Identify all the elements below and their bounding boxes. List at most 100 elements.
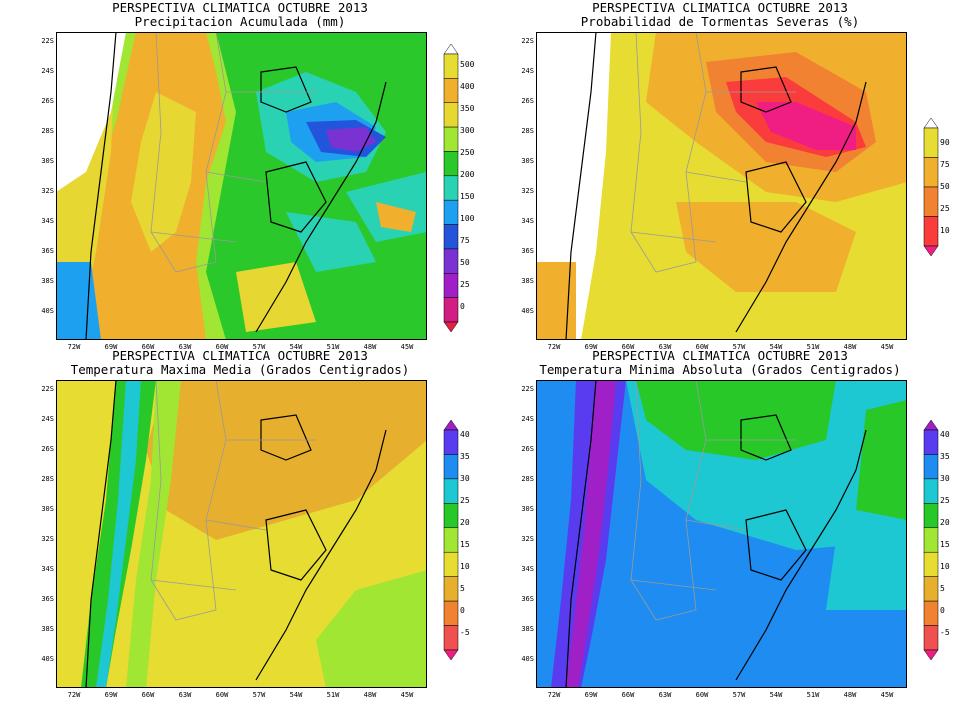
colorbar-step bbox=[923, 157, 939, 188]
colorbar-step bbox=[923, 127, 939, 158]
lon-label: 72W bbox=[67, 343, 81, 351]
legend-label: -5 bbox=[940, 628, 950, 637]
lat-label: 36S bbox=[521, 595, 534, 603]
lat-label: 24S bbox=[521, 415, 534, 423]
lat-label: 38S bbox=[41, 277, 54, 285]
lat-label: 24S bbox=[521, 67, 534, 75]
lat-label: 28S bbox=[41, 475, 54, 483]
legend-label: 35 bbox=[460, 452, 470, 461]
panel-max-temperature: PERSPECTIVA CLIMATICA OCTUBRE 2013 Tempe… bbox=[0, 348, 480, 708]
colorbar-step bbox=[923, 649, 939, 660]
lat-label: 28S bbox=[41, 127, 54, 135]
colorbar-steps bbox=[443, 420, 459, 660]
lat-label: 38S bbox=[521, 277, 534, 285]
lat-label: 36S bbox=[41, 247, 54, 255]
colorbar-step bbox=[443, 199, 459, 225]
colorbar-step bbox=[443, 420, 459, 431]
lon-label: 72W bbox=[67, 691, 81, 699]
colorbar-step bbox=[923, 625, 939, 651]
legend-label: 150 bbox=[460, 192, 475, 201]
legend-label: 25 bbox=[460, 496, 470, 505]
colorbar-step bbox=[443, 478, 459, 504]
colorbar-step bbox=[923, 527, 939, 553]
lon-label: 54W bbox=[769, 343, 783, 351]
lat-label: 22S bbox=[521, 37, 534, 45]
lat-label: 36S bbox=[41, 595, 54, 603]
lon-label: 54W bbox=[769, 691, 783, 699]
lon-label: 54W bbox=[289, 691, 303, 699]
lon-label: 51W bbox=[326, 691, 340, 699]
lat-label: 28S bbox=[521, 127, 534, 135]
legend-label: 100 bbox=[460, 214, 475, 223]
colorbar-step bbox=[923, 118, 939, 129]
legend-label: 5 bbox=[940, 584, 945, 593]
lon-label: 66W bbox=[141, 691, 155, 699]
lon-label: 60W bbox=[215, 343, 229, 351]
lat-label: 32S bbox=[521, 535, 534, 543]
lon-label: 48W bbox=[363, 343, 377, 351]
legend-label: 15 bbox=[940, 540, 950, 549]
colorbar-step bbox=[923, 600, 939, 626]
lon-label: 51W bbox=[806, 691, 820, 699]
colorbar-step bbox=[923, 186, 939, 217]
map-storm-probability bbox=[536, 32, 907, 340]
legend-label: -5 bbox=[460, 628, 470, 637]
lat-label: 24S bbox=[41, 67, 54, 75]
lat-label: 26S bbox=[41, 445, 54, 453]
colorbar-step bbox=[923, 420, 939, 431]
colorbar-step bbox=[443, 503, 459, 529]
lat-label: 40S bbox=[41, 655, 54, 663]
legend-label: 30 bbox=[940, 474, 950, 483]
colorbar-step bbox=[923, 245, 939, 256]
lat-label: 22S bbox=[521, 385, 534, 393]
lon-label: 69W bbox=[584, 691, 598, 699]
lon-label: 57W bbox=[252, 343, 266, 351]
colorbar-step bbox=[443, 248, 459, 274]
legend-label: 0 bbox=[460, 302, 465, 311]
colorbar-step bbox=[923, 429, 939, 455]
legend-label: 40 bbox=[460, 430, 470, 439]
lat-label: 30S bbox=[521, 157, 534, 165]
lon-label: 66W bbox=[621, 343, 635, 351]
lat-label: 32S bbox=[521, 187, 534, 195]
lat-label: 22S bbox=[41, 385, 54, 393]
lon-label: 57W bbox=[732, 691, 746, 699]
lon-label: 48W bbox=[843, 691, 857, 699]
lat-label: 38S bbox=[521, 625, 534, 633]
lat-label: 34S bbox=[41, 217, 54, 225]
colorbar-step bbox=[443, 53, 459, 79]
lon-label: 60W bbox=[695, 691, 709, 699]
colorbar-step bbox=[443, 44, 459, 55]
legend-label: 350 bbox=[460, 104, 475, 113]
lon-label: 66W bbox=[621, 691, 635, 699]
lon-label: 45W bbox=[400, 691, 414, 699]
lon-label: 72W bbox=[547, 691, 561, 699]
lat-label: 38S bbox=[41, 625, 54, 633]
colorbar-step bbox=[923, 216, 939, 247]
legend-label: 300 bbox=[460, 126, 475, 135]
legend-label: 5 bbox=[460, 584, 465, 593]
legend-label: 10 bbox=[940, 226, 950, 235]
lat-label: 30S bbox=[521, 505, 534, 513]
colorbar-max-temperature bbox=[443, 420, 459, 660]
colorbar-step bbox=[443, 78, 459, 103]
colorbar-step bbox=[923, 503, 939, 529]
colorbar-steps bbox=[443, 44, 459, 332]
lon-label: 45W bbox=[880, 691, 894, 699]
lat-label: 26S bbox=[521, 97, 534, 105]
lon-label: 60W bbox=[215, 691, 229, 699]
colorbar-step bbox=[443, 429, 459, 455]
lon-label: 63W bbox=[658, 691, 672, 699]
lon-label: 63W bbox=[178, 691, 192, 699]
legend-label: 30 bbox=[460, 474, 470, 483]
map-min-temperature bbox=[536, 380, 907, 688]
colorbar-step bbox=[443, 297, 459, 323]
lon-label: 69W bbox=[584, 343, 598, 351]
lat-label: 40S bbox=[521, 307, 534, 315]
legend-label: 25 bbox=[940, 496, 950, 505]
lat-label: 26S bbox=[41, 97, 54, 105]
lon-label: 63W bbox=[178, 343, 192, 351]
lat-label: 34S bbox=[521, 565, 534, 573]
lon-label: 57W bbox=[732, 343, 746, 351]
colorbar-step bbox=[923, 478, 939, 504]
